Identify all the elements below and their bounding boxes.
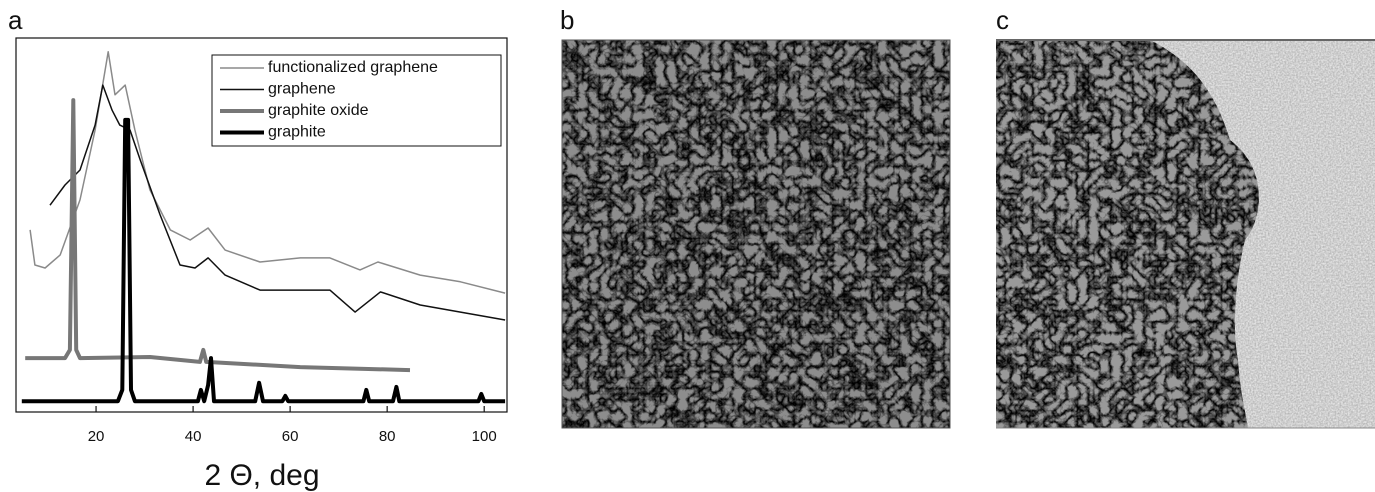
- legend-label: graphite oxide: [268, 102, 369, 119]
- x-tick-label: 60: [282, 428, 299, 445]
- legend-label: functionalized graphene: [268, 59, 438, 76]
- tem-image-b: [561, 39, 951, 429]
- plot-frame: [15, 37, 508, 413]
- x-tick-label: 40: [185, 428, 202, 445]
- series-line: [21, 117, 506, 404]
- panel-label: b: [560, 5, 574, 35]
- tem-image-c: [996, 39, 1375, 429]
- panel-label: c: [996, 5, 1009, 35]
- x-tick-label: 100: [472, 428, 497, 445]
- series-line: [49, 84, 506, 321]
- legend-label: graphene: [268, 81, 336, 98]
- plot-area: 20 40 60 80 100 functionalized graphene graphe…: [21, 51, 506, 445]
- legend: functionalized graphene graphene graphite …: [211, 54, 502, 147]
- x-tick-label: 80: [379, 428, 396, 445]
- x-axis-label: 2 Θ, deg: [204, 459, 319, 492]
- panel-label: a: [8, 5, 23, 35]
- series-line: [25, 98, 411, 373]
- x-tick-label: 20: [88, 428, 105, 445]
- legend-label: graphite: [268, 124, 326, 141]
